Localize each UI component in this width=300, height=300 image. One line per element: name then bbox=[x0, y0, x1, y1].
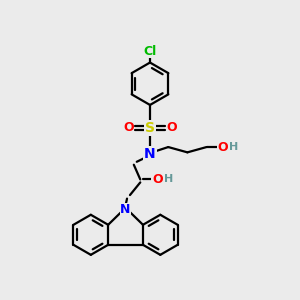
Text: S: S bbox=[145, 121, 155, 135]
Text: H: H bbox=[164, 174, 173, 184]
Text: N: N bbox=[120, 203, 131, 216]
Text: O: O bbox=[166, 122, 177, 134]
Text: H: H bbox=[229, 142, 239, 152]
Text: O: O bbox=[218, 141, 228, 154]
Text: N: N bbox=[144, 146, 156, 161]
Text: O: O bbox=[123, 122, 134, 134]
Text: N: N bbox=[120, 203, 131, 216]
Text: Cl: Cl bbox=[143, 45, 157, 58]
Text: O: O bbox=[152, 173, 163, 186]
